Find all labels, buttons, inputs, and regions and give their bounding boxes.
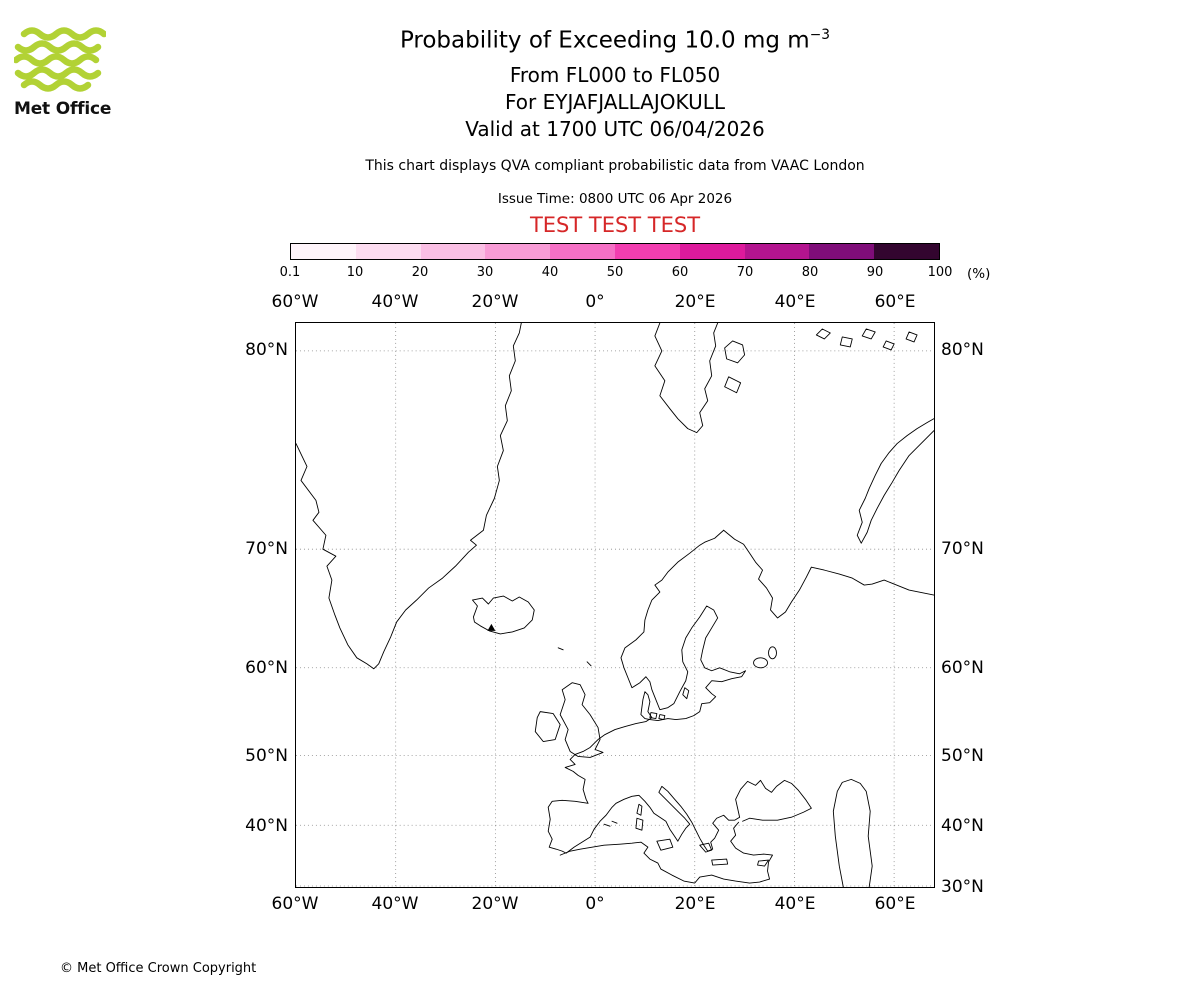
colorbar-unit-label: (%) (967, 266, 991, 282)
latitude-label: 70°N (245, 539, 288, 559)
lake-ladoga (753, 657, 768, 669)
colorbar (290, 243, 940, 260)
colorbar-tick-label: 40 (541, 265, 559, 280)
colorbar-tick-label: 80 (801, 265, 819, 280)
longitude-label: 60°E (874, 894, 916, 914)
logo-wave (14, 40, 102, 54)
latitude-label: 50°N (245, 746, 288, 766)
latitude-label: 60°N (941, 658, 984, 678)
map-frame (295, 322, 935, 888)
coastline-caspian-sea (832, 778, 873, 887)
longitude-label: 40°E (774, 894, 816, 914)
colorbar-segment (874, 244, 939, 259)
coastline-greenland (296, 323, 522, 670)
coastline-adriatic-balkans-greece (658, 785, 741, 853)
coastline-svalbard (654, 323, 746, 434)
coastline-great-britain (559, 682, 604, 758)
colorbar-tick-label: 30 (476, 265, 494, 280)
copyright-notice: © Met Office Crown Copyright (60, 961, 257, 976)
longitude-label: 60°W (271, 292, 319, 312)
qva-note: This chart displays QVA compliant probab… (365, 158, 865, 174)
colorbar-tick-label: 20 (411, 265, 429, 280)
coastline-turkey-levant (730, 821, 773, 880)
colorbar-tick-label: 50 (606, 265, 624, 280)
issue-time: Issue Time: 0800 UTC 06 Apr 2026 (497, 191, 733, 207)
coastline-mediterranean-islands (603, 803, 769, 867)
coastline-arctic-russia (723, 529, 934, 619)
longitude-label: 0° (585, 894, 605, 914)
header-block: Probability of Exceeding 10.0 mg m−3 Fro… (295, 0, 935, 240)
logo-wave (20, 78, 92, 92)
colorbar-segment (744, 244, 810, 259)
longitude-label: 0° (585, 292, 605, 312)
coastline-novaya-zemlya (856, 418, 934, 544)
logo-wave (12, 53, 100, 67)
coastline-iceland (471, 595, 535, 635)
longitude-label: 20°W (471, 292, 519, 312)
latitude-label: 80°N (941, 340, 984, 360)
map-canvas (296, 323, 934, 887)
grid-parallels (296, 350, 934, 887)
colorbar-segment (550, 244, 615, 259)
met-office-logo: Met Office (12, 26, 144, 119)
colorbar-segment (614, 244, 680, 259)
longitude-label: 40°W (371, 894, 419, 914)
logo-wordmark: Met Office (14, 99, 112, 119)
subtitle-valid-time: Valid at 1700 UTC 06/04/2026 (465, 117, 765, 141)
coastline-franz-josef-land (815, 328, 918, 351)
logo-wave (14, 66, 102, 80)
colorbar-tick-label: 60 (671, 265, 689, 280)
colorbar-segment (355, 244, 421, 259)
latitude-label: 60°N (245, 658, 288, 678)
colorbar-segment (809, 244, 875, 259)
coastline-north-africa (559, 841, 770, 884)
longitude-label: 40°E (774, 292, 816, 312)
test-banner: TEST TEST TEST (529, 213, 701, 237)
coastlines (296, 323, 934, 887)
longitude-label: 20°E (674, 292, 716, 312)
colorbar-tick-label: 100 (927, 265, 953, 280)
grid-meridians (395, 323, 895, 887)
longitude-label: 60°E (874, 292, 916, 312)
subtitle-volcano: For EYJAFJALLAJOKULL (505, 90, 725, 114)
latitude-label: 70°N (941, 539, 984, 559)
colorbar-tick-label: 90 (866, 265, 884, 280)
coastline-europe-mainland (547, 529, 747, 854)
subtitle-flight-levels: From FL000 to FL050 (509, 63, 721, 87)
coastline-baltic-islands (649, 687, 690, 721)
coastline-black-sea (735, 779, 812, 822)
logo-wave (20, 27, 108, 41)
latitude-label: 50°N (941, 746, 984, 766)
title-exponent: −3 (809, 27, 831, 43)
latitude-label: 40°N (245, 816, 288, 836)
grid-lines (296, 323, 934, 887)
latitude-label: 30°N (941, 877, 984, 897)
colorbar-tick-label: 10 (346, 265, 364, 280)
coastline-faroe-shetland (557, 647, 592, 667)
coastline-ireland (534, 711, 561, 742)
logo-waves (12, 27, 108, 92)
longitude-label: 40°W (371, 292, 419, 312)
colorbar-tick-label: 0.1 (279, 265, 301, 280)
chart-title-text: Probability of Exceeding 10.0 mg m (399, 27, 810, 54)
colorbar-segment (679, 244, 745, 259)
colorbar-segment (485, 244, 551, 259)
colorbar-segment (420, 244, 486, 259)
lake-onega (768, 646, 777, 660)
longitude-label: 20°W (471, 894, 519, 914)
latitude-label: 80°N (245, 340, 288, 360)
chart-title: Probability of Exceeding 10.0 mg m−3 (95, 27, 1135, 54)
volcano-marker (487, 623, 496, 631)
colorbar-segment (291, 244, 356, 259)
longitude-label: 20°E (674, 894, 716, 914)
longitude-label: 60°W (271, 894, 319, 914)
colorbar-tick-label: 70 (736, 265, 754, 280)
latitude-label: 40°N (941, 816, 984, 836)
